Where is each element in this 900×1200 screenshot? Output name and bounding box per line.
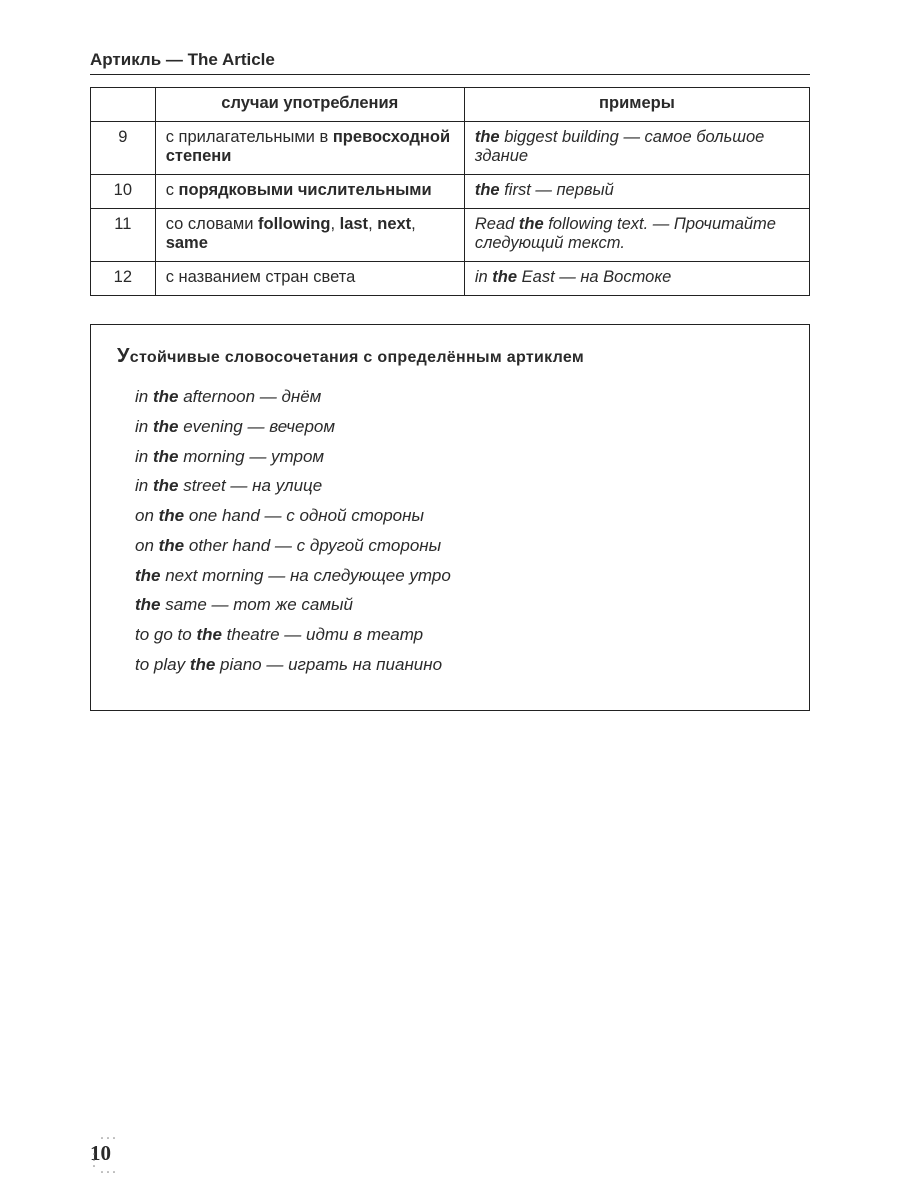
row-example: the biggest building — самое большое зда… bbox=[464, 122, 809, 175]
phrase-item: to play the piano — играть на пианино bbox=[135, 650, 783, 680]
row-number: 9 bbox=[91, 122, 156, 175]
row-example: in the East — на Востоке bbox=[464, 262, 809, 296]
phrase-item: on the one hand — с одной стороны bbox=[135, 501, 783, 531]
phrase-item: in the street — на улице bbox=[135, 471, 783, 501]
table-row: 11со словами following, last, next, same… bbox=[91, 209, 810, 262]
row-usage: с прилагательными в превосходной степени bbox=[155, 122, 464, 175]
table-header-row: случаи употребления примеры bbox=[91, 88, 810, 122]
row-number: 11 bbox=[91, 209, 156, 262]
usage-table: случаи употребления примеры 9с прилагате… bbox=[90, 87, 810, 296]
table-row: 9с прилагательными в превосходной степен… bbox=[91, 122, 810, 175]
row-example: the first — первый bbox=[464, 175, 809, 209]
phrase-item: to go to the theatre — идти в театр bbox=[135, 620, 783, 650]
set-phrases-panel: Устойчивые словосочетания с определённым… bbox=[90, 324, 810, 711]
table-row: 10с порядковыми числительнымиthe first —… bbox=[91, 175, 810, 209]
row-usage: с названием стран света bbox=[155, 262, 464, 296]
table-body: 9с прилагательными в превосходной степен… bbox=[91, 122, 810, 296]
heading-rest: стойчивые словосочетания с определённым … bbox=[130, 349, 584, 366]
page-number: 10 bbox=[90, 1141, 111, 1166]
col-header-number bbox=[91, 88, 156, 122]
row-usage: с порядковыми числительными bbox=[155, 175, 464, 209]
set-phrases-heading: Устойчивые словосочетания с определённым… bbox=[117, 345, 783, 368]
col-header-examples: примеры bbox=[464, 88, 809, 122]
row-usage: со словами following, last, next, same bbox=[155, 209, 464, 262]
phrase-item: in the evening — вечером bbox=[135, 412, 783, 442]
phrase-item: the same — тот же самый bbox=[135, 590, 783, 620]
row-number: 12 bbox=[91, 262, 156, 296]
table-row: 12с названием стран светаin the East — н… bbox=[91, 262, 810, 296]
phrase-item: on the other hand — с другой стороны bbox=[135, 531, 783, 561]
heading-lead-cap: У bbox=[117, 345, 130, 367]
set-phrases-list: in the afternoon — днёмin the evening — … bbox=[117, 382, 783, 680]
chapter-heading: Артикль — The Article bbox=[90, 50, 810, 75]
textbook-page: Артикль — The Article случаи употреблени… bbox=[0, 0, 900, 1200]
row-example: Read the following text. — Прочитайте сл… bbox=[464, 209, 809, 262]
phrase-item: in the afternoon — днём bbox=[135, 382, 783, 412]
phrase-item: the next morning — на следующее утро bbox=[135, 561, 783, 591]
col-header-usage: случаи употребления bbox=[155, 88, 464, 122]
row-number: 10 bbox=[91, 175, 156, 209]
phrase-item: in the morning — утром bbox=[135, 442, 783, 472]
